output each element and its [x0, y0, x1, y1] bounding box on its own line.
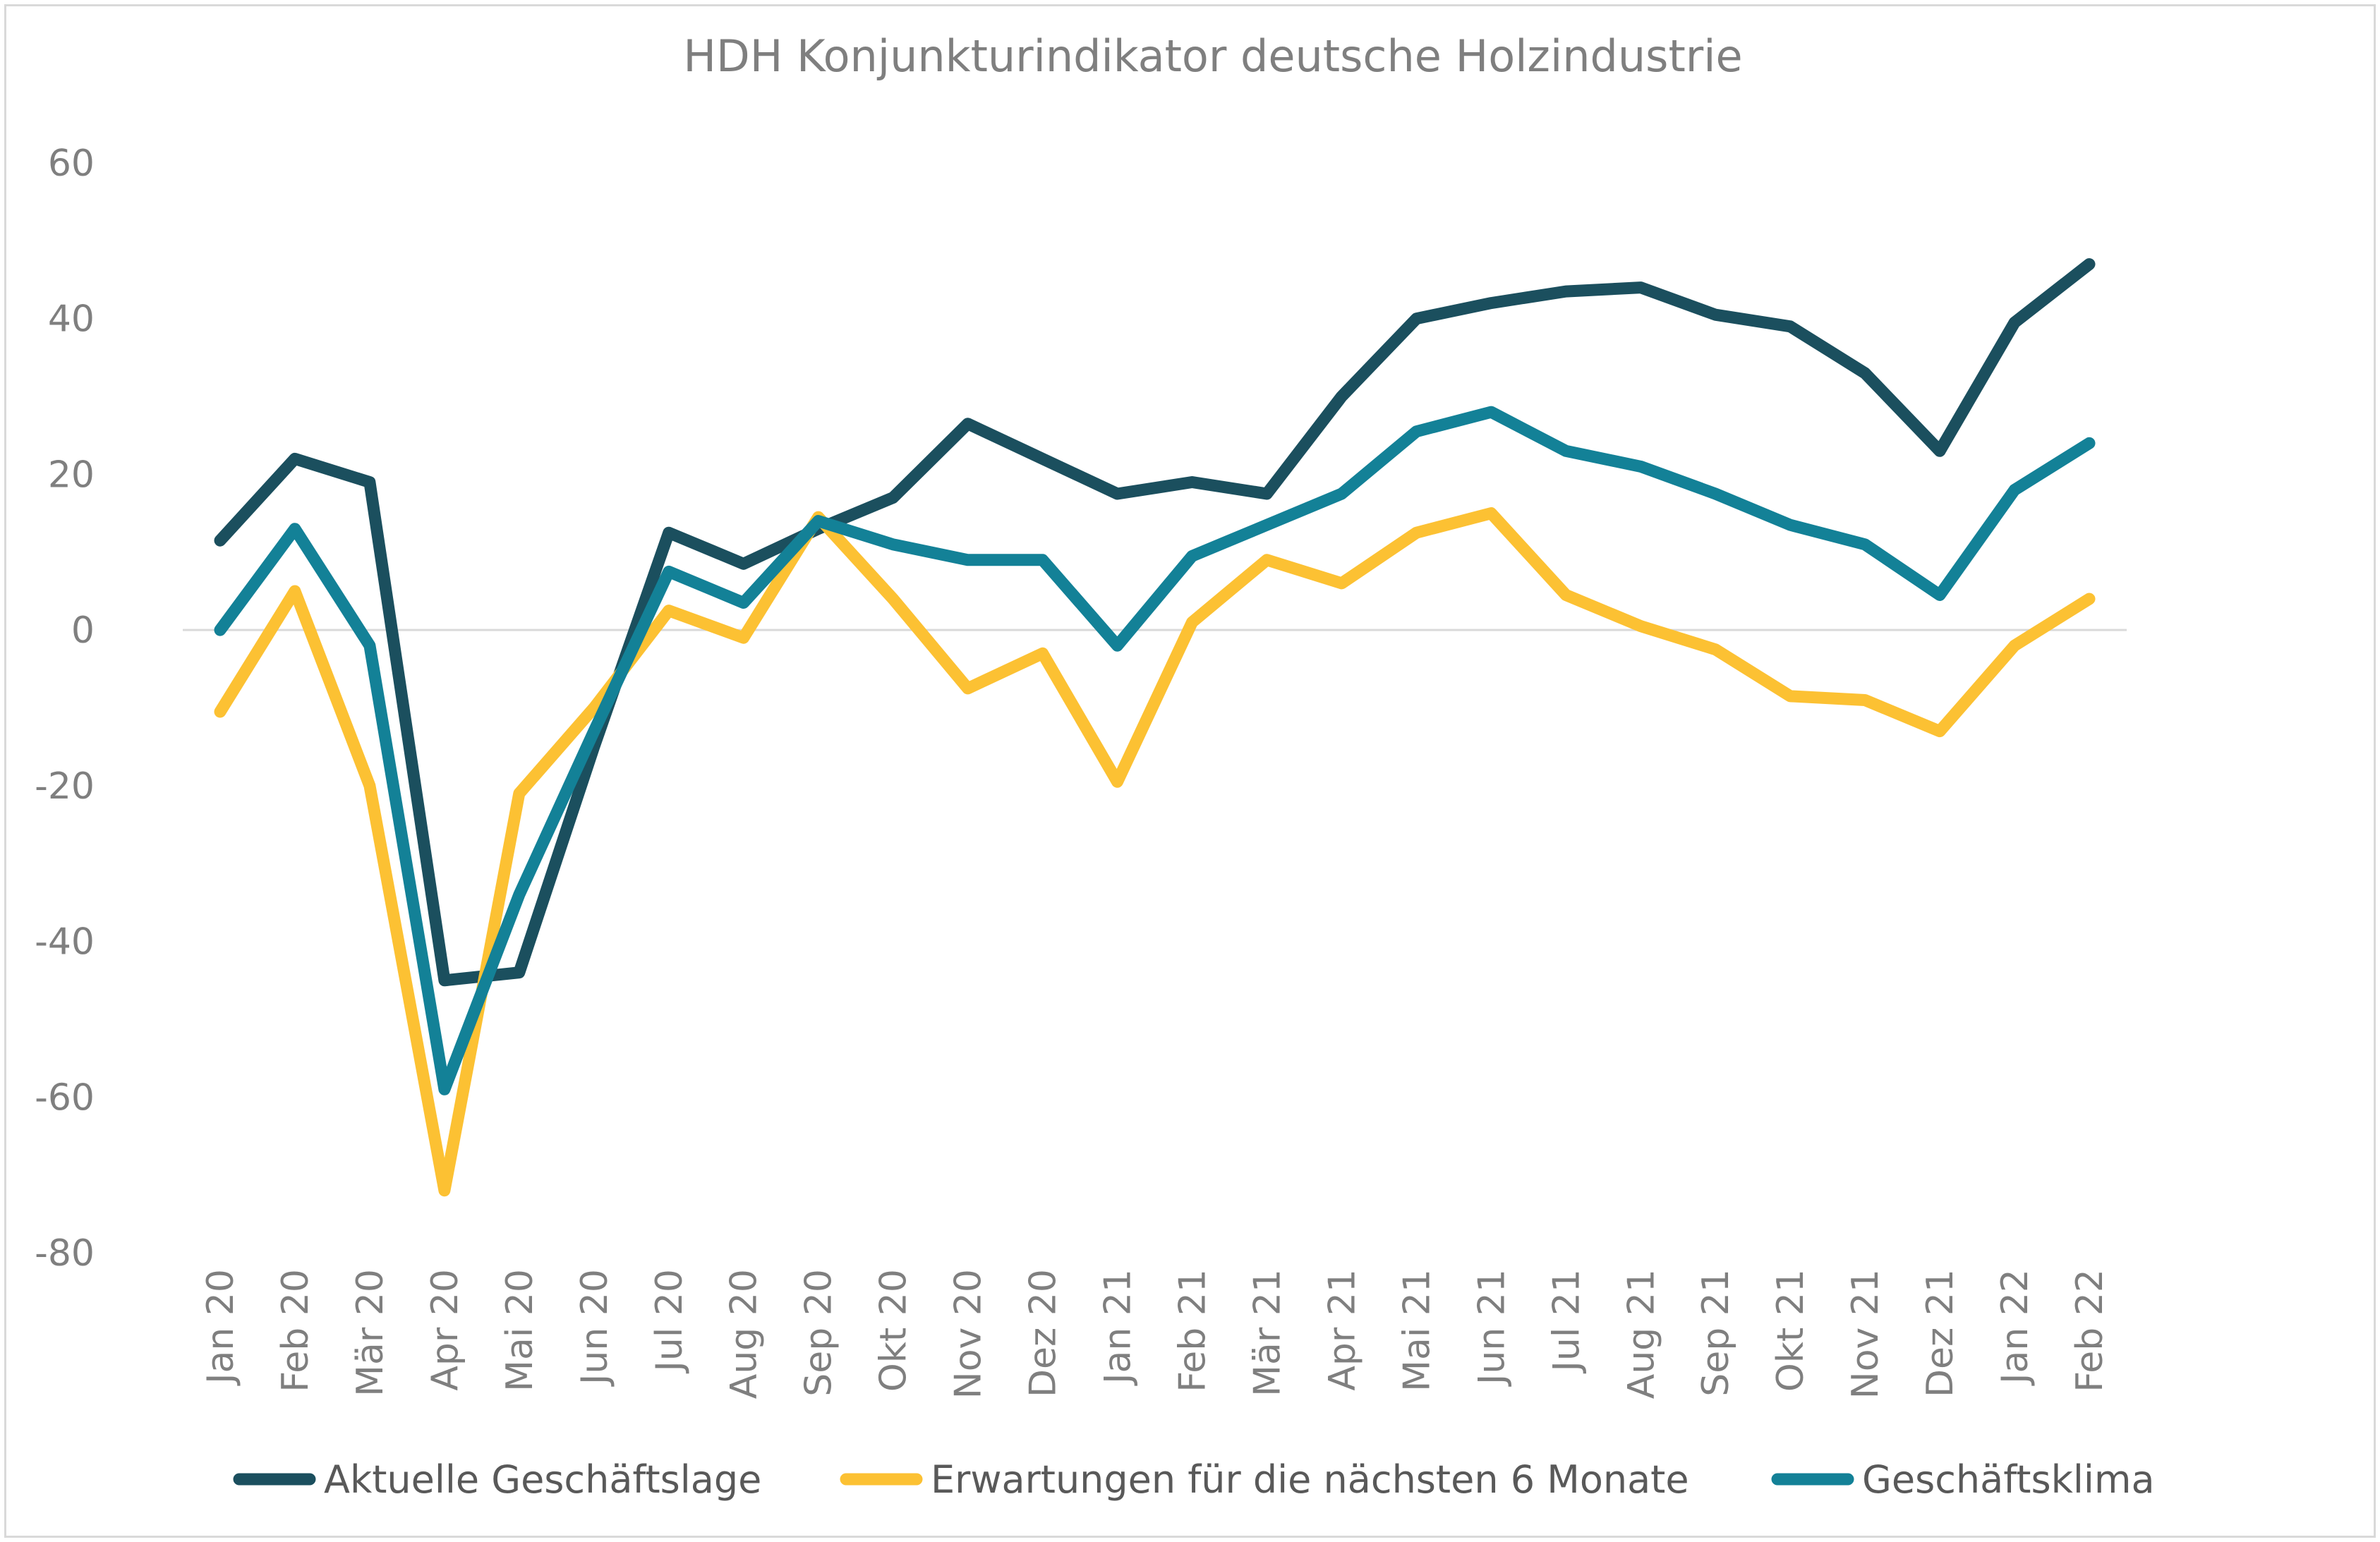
chart-frame: HDH Konjunkturindikator deutsche Holzind…	[4, 4, 2376, 1538]
x-tick-label: Sep 20	[798, 1269, 840, 1397]
x-tick-label: Apr 20	[424, 1269, 466, 1391]
x-tick-label: Feb 21	[1171, 1269, 1214, 1392]
line-chart: HDH Konjunkturindikator deutsche Holzind…	[35, 30, 2155, 1502]
y-tick-label: -60	[35, 1076, 95, 1119]
x-tick-label: Jan 22	[1994, 1269, 2036, 1386]
y-tick-label: 20	[48, 454, 95, 496]
x-tick-label: Jul 21	[1545, 1269, 1588, 1373]
x-tick-label: Dez 21	[1919, 1269, 1962, 1397]
legend: Aktuelle Geschäftslage Erwartungen für di…	[233, 1457, 2155, 1502]
y-tick-label: -40	[35, 921, 95, 964]
y-tick-label: -20	[35, 765, 95, 808]
series-line-2	[214, 507, 2096, 1197]
y-tick-label: 60	[48, 142, 95, 185]
x-tick-label: Mai 21	[1396, 1269, 1438, 1392]
x-tick-label: Okt 20	[873, 1269, 915, 1392]
x-tick-label: Jun 20	[574, 1269, 616, 1387]
x-tick-label: Jan 21	[1097, 1269, 1140, 1386]
legend-label-2: Erwartungen für die nächsten 6 Monate	[931, 1457, 1689, 1502]
x-tick-label: Mär 20	[349, 1269, 392, 1397]
x-tick-label: Jan 20	[200, 1269, 242, 1386]
x-tick-label: Jun 21	[1470, 1269, 1513, 1387]
x-tick-label: Feb 20	[274, 1269, 317, 1392]
y-tick-label: -80	[35, 1232, 95, 1275]
series-layer	[214, 258, 2096, 1197]
x-tick-label: Aug 20	[723, 1269, 766, 1399]
series-line-3	[214, 406, 2096, 1095]
y-tick-label: 40	[48, 298, 95, 341]
x-tick-label: Feb 22	[2069, 1269, 2111, 1392]
chart-title: HDH Konjunkturindikator deutsche Holzind…	[683, 30, 1742, 82]
legend-label-1: Aktuelle Geschäftslage	[324, 1457, 761, 1502]
x-tick-label: Aug 21	[1620, 1269, 1662, 1399]
x-tick-label: Sep 21	[1695, 1269, 1737, 1397]
y-axis: 60 40 20 0 -20 -40 -60 -80	[35, 142, 95, 1275]
x-tick-label: Nov 20	[948, 1269, 990, 1399]
legend-label-3: Geschäftsklima	[1862, 1457, 2155, 1502]
x-tick-label: Mai 20	[499, 1269, 541, 1392]
y-tick-label: 0	[71, 609, 95, 652]
x-axis: Jan 20 Feb 20 Mär 20 Apr 20 Mai 20 Jun 20 Jul …	[200, 1269, 2111, 1399]
x-tick-label: Jul 20	[648, 1269, 691, 1373]
x-tick-label: Mär 21	[1246, 1269, 1288, 1397]
series-line-1	[214, 258, 2096, 987]
x-tick-label: Okt 21	[1770, 1269, 1812, 1392]
x-tick-label: Dez 20	[1022, 1269, 1065, 1397]
x-tick-label: Apr 21	[1321, 1269, 1363, 1391]
x-tick-label: Nov 21	[1844, 1269, 1887, 1399]
